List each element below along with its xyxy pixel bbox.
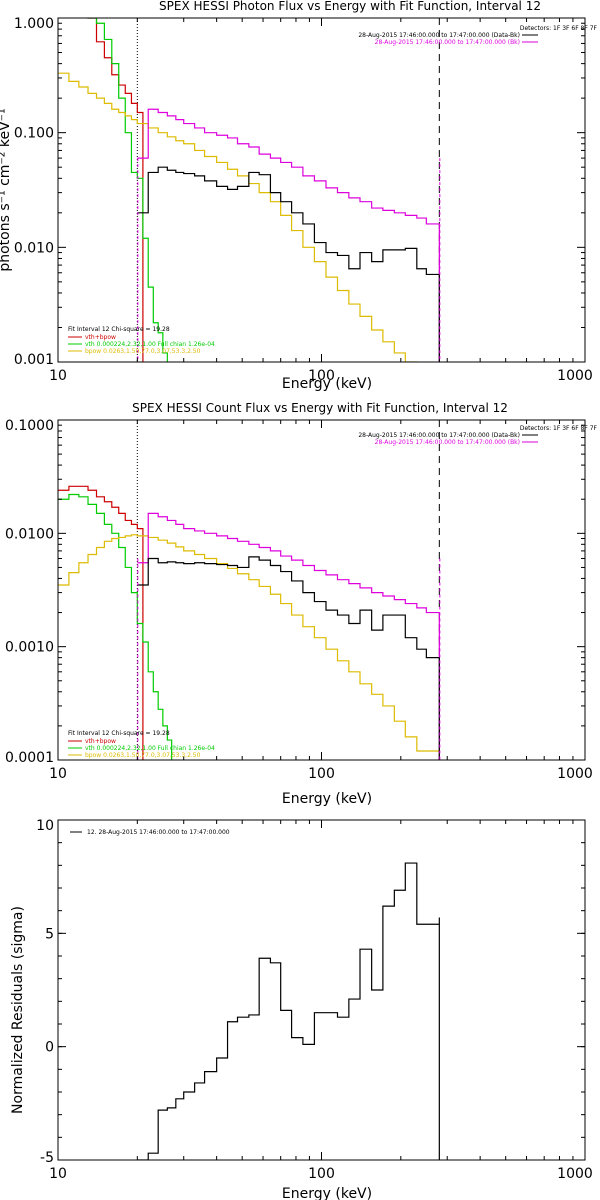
residuals-xtick-label: 100 [308,1166,335,1182]
residuals-legend: 12. 28-Aug-2015 17:46:00.000 to 17:47:00… [70,829,230,836]
count-flux-marks [58,420,441,760]
count-flux-legend: Fit Interval 12 Chi-square = 19.28 vth+b… [68,730,215,759]
residuals-legend-entry: 12. 28-Aug-2015 17:46:00.000 to 17:47:00… [87,829,230,836]
photon-legend-entry: vth+bpow [85,334,116,341]
photon-xtick-label: 1000 [557,368,593,384]
residuals-frame [57,819,586,1161]
count-ytick-label: 0.0010 [5,640,54,656]
photon-flux-frame [57,17,586,363]
count-series-data [137,556,440,760]
photon-flux-header: Detectors: 1F 3F 6F 8F 7F 28-Aug-2015 17… [358,25,597,46]
photon-legend-entry: bpow 0.0263,1.50,77.0,3.07,53.3,2.50 [85,348,201,355]
count-flux-ticks: 10 100 1000 0.0001 0.0010 0.0100 0.1000 [5,418,593,782]
photon-header-line: 28-Aug-2015 17:46:00.000 to 17:47:00.000… [375,39,520,46]
residuals-xtick-label: 1000 [557,1166,593,1182]
photon-series-bk [137,108,440,362]
photon-xtick-label: 10 [49,368,67,384]
count-ytick-label: 0.1000 [5,418,54,434]
count-series-vth-bpow [58,485,144,760]
photon-ytick-label: 0.001 [14,352,54,368]
count-series-vth [58,493,173,760]
count-series-bk [137,512,440,760]
count-header-line: 28-Aug-2015 17:46:00.000 to 17:47:00.000… [375,439,520,446]
photon-header-line: 28-Aug-2015 17:46:00.000 to 17:47:00.000… [358,32,520,39]
residuals-ytick-label: 5 [45,926,54,942]
photon-flux-legend: Fit Interval 12 Chi-square = 19.28 vth+b… [68,326,215,355]
photon-flux-panel: SPEX HESSI Photon Flux vs Energy with Fi… [0,0,598,392]
count-header-line: 28-Aug-2015 17:46:00.000 to 17:47:00.000… [358,432,520,439]
photon-ytick-label: 0.010 [14,240,54,256]
count-flux-xlabel: Energy (keV) [282,791,372,807]
photon-flux-ylabel: photons s⁻¹ cm⁻² keV⁻¹ [0,108,13,271]
photon-flux-xlabel: Energy (keV) [282,376,372,392]
residuals-xtick-label: 10 [49,1166,67,1182]
photon-legend-entry: vth 0.000224,2.32,1.00 Full chian 1.26e-… [85,341,215,348]
count-ytick-label: 0.0001 [5,750,54,766]
count-legend-entry: vth 0.000224,2.32,1.00 Full chian 1.26e-… [85,745,215,752]
photon-series-data [137,166,440,362]
residuals-ticks: 10 100 1000 -5 0 5 10 [36,818,593,1182]
count-xtick-label: 1000 [557,766,593,782]
photon-series-bpow [58,72,440,362]
photon-header-line: Detectors: 1F 3F 6F 8F 7F [520,25,598,32]
photon-flux-title: SPEX HESSI Photon Flux vs Energy with Fi… [159,0,541,13]
photon-series-vth [87,18,177,362]
count-legend-entry: Fit Interval 12 Chi-square = 19.28 [68,730,170,737]
count-xtick-label: 10 [49,766,67,782]
residuals-ytick-label: 10 [36,818,54,834]
count-flux-header: Detectors: 1F 3F 6F 8F 7F 28-Aug-2015 17… [358,425,597,446]
residuals-ytick-label: -5 [40,1150,54,1166]
count-flux-title: SPEX HESSI Count Flux vs Energy with Fit… [132,401,508,415]
count-header-line: Detectors: 1F 3F 6F 8F 7F [520,425,598,432]
residuals-panel: Energy (keV) Normalized Residuals (sigma… [10,818,593,1200]
photon-series-vth-bpow [87,18,144,362]
residuals-series-12-28-aug-2015-17-46-00-000-to-17-47-00-000 [137,862,440,1160]
count-series-bpow [58,534,440,760]
count-flux-panel: SPEX HESSI Count Flux vs Energy with Fit… [5,401,598,807]
count-legend-entry: bpow 0.0263,1.50,77.0,3.07,53.3,2.50 [85,752,201,759]
photon-ytick-label: 1.000 [14,16,54,32]
photon-flux-marks [58,18,441,362]
photon-legend-entry: Fit Interval 12 Chi-square = 19.28 [68,326,170,333]
count-ytick-label: 0.0100 [5,526,54,542]
photon-ytick-label: 0.100 [14,126,54,142]
residuals-xlabel: Energy (keV) [282,1186,372,1200]
count-flux-frame [57,419,586,761]
photon-flux-ticks: 10 100 1000 0.001 0.010 0.100 1.000 [14,16,593,384]
count-xtick-label: 100 [308,766,335,782]
photon-xtick-label: 100 [308,368,335,384]
count-legend-entry: vth+bpow [85,738,116,745]
residuals-marks [137,862,440,1160]
residuals-ytick-label: 0 [45,1040,54,1056]
residuals-ylabel: Normalized Residuals (sigma) [10,906,26,1114]
